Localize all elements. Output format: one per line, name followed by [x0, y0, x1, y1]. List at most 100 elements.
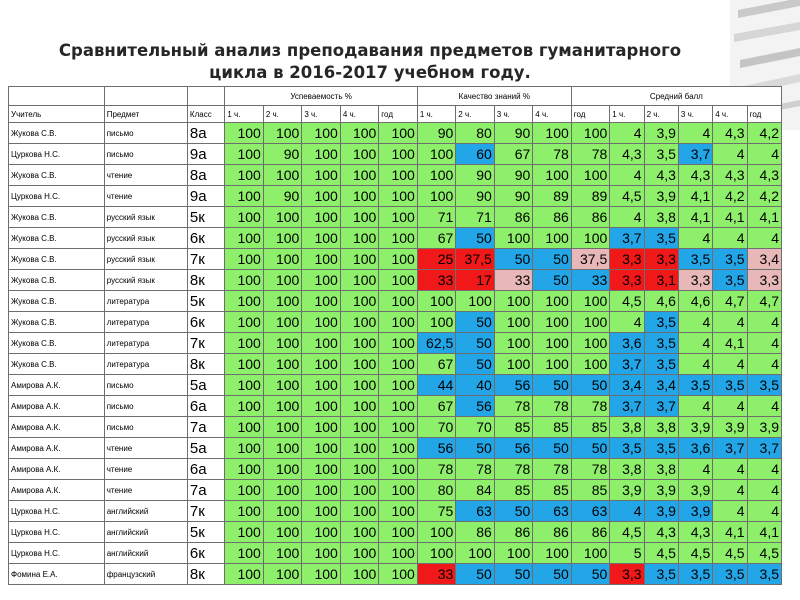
value-cell: 4,1 [746, 521, 783, 543]
value-cell: 100 [532, 311, 572, 333]
value-cell: 100 [262, 500, 303, 522]
value-cell: 100 [339, 227, 380, 249]
value-cell: 90 [493, 122, 534, 144]
subject-cell: английский [103, 521, 188, 543]
value-cell: 100 [532, 164, 572, 186]
value-cell: 4 [677, 227, 714, 249]
subject-cell: русский язык [103, 206, 188, 228]
value-cell: 4 [677, 311, 714, 333]
value-cell: 100 [339, 563, 380, 585]
value-cell: 3,4 [746, 248, 783, 270]
value-cell: 50 [455, 353, 495, 375]
value-cell: 85 [532, 479, 572, 501]
value-cell: 4,3 [746, 164, 783, 186]
value-cell: 85 [532, 416, 572, 438]
table-row: Амирова А.К. чтение 5а 100 100 100 100 100 56 50 5… [8, 437, 783, 459]
value-cell: 63 [532, 500, 572, 522]
header-us-2: 2 ч. [262, 105, 303, 123]
value-cell: 3,5 [677, 374, 714, 396]
class-cell: 7к [186, 332, 226, 354]
value-cell: 100 [301, 542, 341, 564]
table-body: Успеваемость % Качество знаний % Средний… [8, 86, 783, 585]
value-cell: 3,8 [643, 458, 679, 480]
class-cell: 5а [186, 437, 226, 459]
teacher-cell: Амирова А.К. [8, 479, 105, 501]
value-cell: 100 [262, 437, 303, 459]
table-row: Жукова С.В. литература 8к 100 100 100 100 100 67… [8, 353, 783, 375]
header-teacher: Учитель [8, 105, 105, 123]
value-cell: 100 [301, 269, 341, 291]
value-cell: 4,3 [677, 164, 714, 186]
value-cell: 100 [378, 437, 418, 459]
subject-cell: чтение [103, 458, 188, 480]
value-cell: 3,5 [677, 248, 714, 270]
value-cell: 100 [378, 269, 418, 291]
value-cell: 90 [455, 185, 495, 207]
value-cell: 100 [262, 416, 303, 438]
value-cell: 100 [339, 332, 380, 354]
value-cell: 100 [224, 332, 264, 354]
value-cell: 100 [570, 227, 611, 249]
value-cell: 50 [532, 563, 572, 585]
subject-cell: русский язык [103, 227, 188, 249]
value-cell: 100 [301, 353, 341, 375]
value-cell: 100 [339, 353, 380, 375]
value-cell: 33 [416, 269, 457, 291]
subject-cell: чтение [103, 164, 188, 186]
value-cell: 100 [339, 479, 380, 501]
value-cell: 37,5 [455, 248, 495, 270]
value-cell: 4,1 [712, 521, 748, 543]
value-cell: 3,5 [746, 374, 783, 396]
header-s-1: 1 ч. [609, 105, 645, 123]
header-row-sub: Учитель Предмет Класс 1 ч. 2 ч. 3 ч. 4 ч… [8, 105, 783, 123]
teacher-cell: Фомина Е.А. [8, 563, 105, 585]
class-cell: 6к [186, 227, 226, 249]
value-cell: 100 [416, 542, 457, 564]
value-cell: 100 [532, 542, 572, 564]
value-cell: 3,9 [643, 500, 679, 522]
value-cell: 78 [532, 458, 572, 480]
value-cell: 3,5 [677, 563, 714, 585]
table-row: Амирова А.К. письмо 5а 100 100 100 100 100 44 40 5… [8, 374, 783, 396]
subject-cell: письмо [103, 416, 188, 438]
value-cell: 86 [532, 206, 572, 228]
value-cell: 100 [378, 479, 418, 501]
value-cell: 100 [378, 332, 418, 354]
value-cell: 86 [493, 206, 534, 228]
value-cell: 37,5 [570, 248, 611, 270]
teacher-cell: Амирова А.К. [8, 437, 105, 459]
value-cell: 3,3 [677, 269, 714, 291]
value-cell: 100 [262, 311, 303, 333]
value-cell: 100 [301, 290, 341, 312]
value-cell: 4 [609, 122, 645, 144]
value-cell: 100 [339, 311, 380, 333]
results-table: Успеваемость % Качество знаний % Средний… [8, 86, 783, 585]
teacher-cell: Цуркова Н.С. [8, 521, 105, 543]
value-cell: 100 [532, 122, 572, 144]
table-row: Жукова С.В. письмо 8а 100 100 100 100 100 90 80 90… [8, 122, 783, 144]
header-k-1: 1 ч. [416, 105, 457, 123]
header-us-4: 4 ч. [339, 105, 380, 123]
value-cell: 3,7 [712, 437, 748, 459]
value-cell: 4 [677, 332, 714, 354]
value-cell: 100 [224, 479, 264, 501]
teacher-cell: Жукова С.В. [8, 311, 105, 333]
header-s-year-a: год [570, 105, 611, 123]
subject-cell: английский [103, 542, 188, 564]
value-cell: 100 [339, 458, 380, 480]
header-uspevaemost: Успеваемость % [224, 86, 418, 106]
teacher-cell: Жукова С.В. [8, 164, 105, 186]
value-cell: 89 [532, 185, 572, 207]
value-cell: 63 [570, 500, 611, 522]
header-s-2: 2 ч. [643, 105, 679, 123]
value-cell: 3,6 [609, 332, 645, 354]
value-cell: 100 [378, 458, 418, 480]
value-cell: 50 [532, 437, 572, 459]
value-cell: 4 [712, 458, 748, 480]
value-cell: 100 [224, 122, 264, 144]
value-cell: 100 [493, 542, 534, 564]
value-cell: 50 [532, 248, 572, 270]
value-cell: 100 [224, 395, 264, 417]
value-cell: 40 [455, 374, 495, 396]
table-row: Амирова А.К. письмо 7а 100 100 100 100 100 70 70 8… [8, 416, 783, 438]
